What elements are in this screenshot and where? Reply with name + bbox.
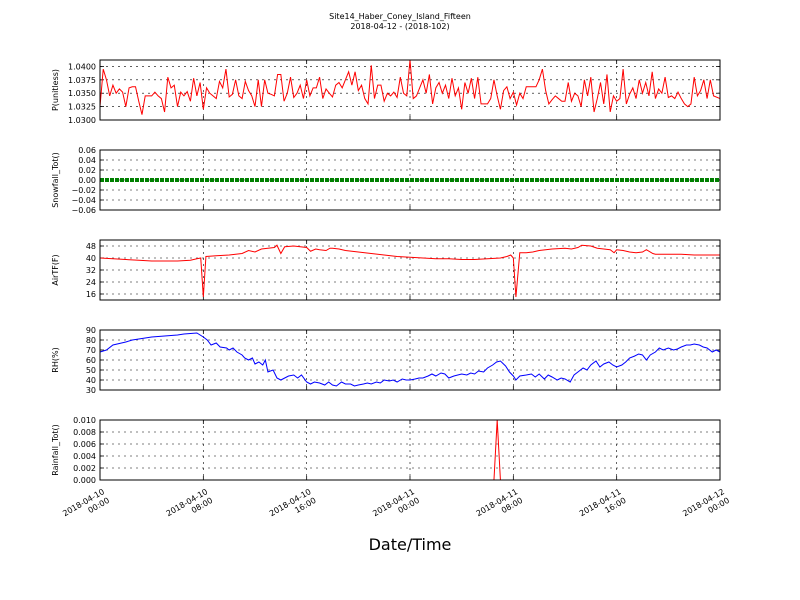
y-tick-label: 0.000 — [73, 476, 96, 485]
y-tick-label: 1.0300 — [68, 116, 96, 125]
y-axis-label: AirTF(F) — [51, 254, 60, 285]
y-tick-label: −0.04 — [71, 196, 96, 205]
y-axis-label: Rainfall_Tot() — [51, 424, 60, 476]
y-tick-label: 16 — [86, 290, 96, 299]
panel-3: 16 24 32 40 48 AirTF(F) — [51, 239, 721, 301]
y-axis-label: P(unitless) — [51, 69, 60, 111]
y-axis-label: RH(%) — [51, 347, 60, 372]
chart-title: Site14_Haber_Coney_Island_Fifteen — [329, 12, 471, 21]
y-tick-label: 90 — [86, 326, 96, 335]
y-tick-label: 1.0350 — [68, 89, 96, 98]
series-line — [99, 244, 720, 298]
y-tick-label: 30 — [86, 386, 96, 395]
series-line — [99, 332, 721, 387]
axes-frame — [99, 239, 721, 301]
y-tick-label: 40 — [86, 376, 96, 385]
y-tick-label: 32 — [86, 266, 96, 275]
panels: 1.0300 1.0325 1.0350 1.0375 1.0400 P(unitless… — [51, 59, 721, 485]
y-tick-label: 0.006 — [73, 440, 96, 449]
y-tick-label: −0.06 — [71, 206, 96, 215]
y-tick-label: 0.02 — [78, 166, 96, 175]
y-tick-label: 80 — [86, 336, 96, 345]
panel-2: −0.06−0.04−0.020.000.020.040.06 Snowfall_… — [51, 146, 721, 215]
y-tick-label: 50 — [86, 366, 96, 375]
y-tick-label: 70 — [86, 346, 96, 355]
y-tick-label: 0.004 — [73, 452, 96, 461]
y-tick-label: 0.04 — [78, 156, 96, 165]
chart-subtitle: 2018-04-12 - (2018-102) — [350, 22, 449, 31]
y-tick-label: 1.0325 — [68, 103, 96, 112]
y-tick-label: 0.008 — [73, 428, 96, 437]
y-tick-label: 0.06 — [78, 146, 96, 155]
y-tick-label: 1.0400 — [68, 62, 96, 71]
y-tick-label: 0.00 — [78, 176, 96, 185]
series-line — [99, 59, 721, 115]
y-axis-label: Snowfall_Tot() — [51, 152, 60, 208]
y-tick-label: 24 — [86, 278, 96, 287]
x-axis-label: Date/Time — [369, 535, 452, 554]
axes-frame — [99, 329, 721, 391]
y-tick-label: 0.010 — [73, 416, 96, 425]
panel-1: 1.0300 1.0325 1.0350 1.0375 1.0400 P(unitless… — [51, 59, 721, 125]
y-tick-label: 0.002 — [73, 464, 96, 473]
axes-frame — [99, 419, 721, 481]
axes-frame — [99, 149, 721, 211]
y-tick-label: 1.0375 — [68, 76, 96, 85]
y-tick-label: 48 — [86, 242, 96, 251]
axes-frame — [99, 59, 721, 121]
y-tick-label: 60 — [86, 356, 96, 365]
panel-5: 0.000 0.002 0.004 0.006 0.008 0.010 Rainfall_T… — [51, 416, 721, 485]
y-tick-label: −0.02 — [71, 186, 96, 195]
y-tick-label: 40 — [86, 254, 96, 263]
